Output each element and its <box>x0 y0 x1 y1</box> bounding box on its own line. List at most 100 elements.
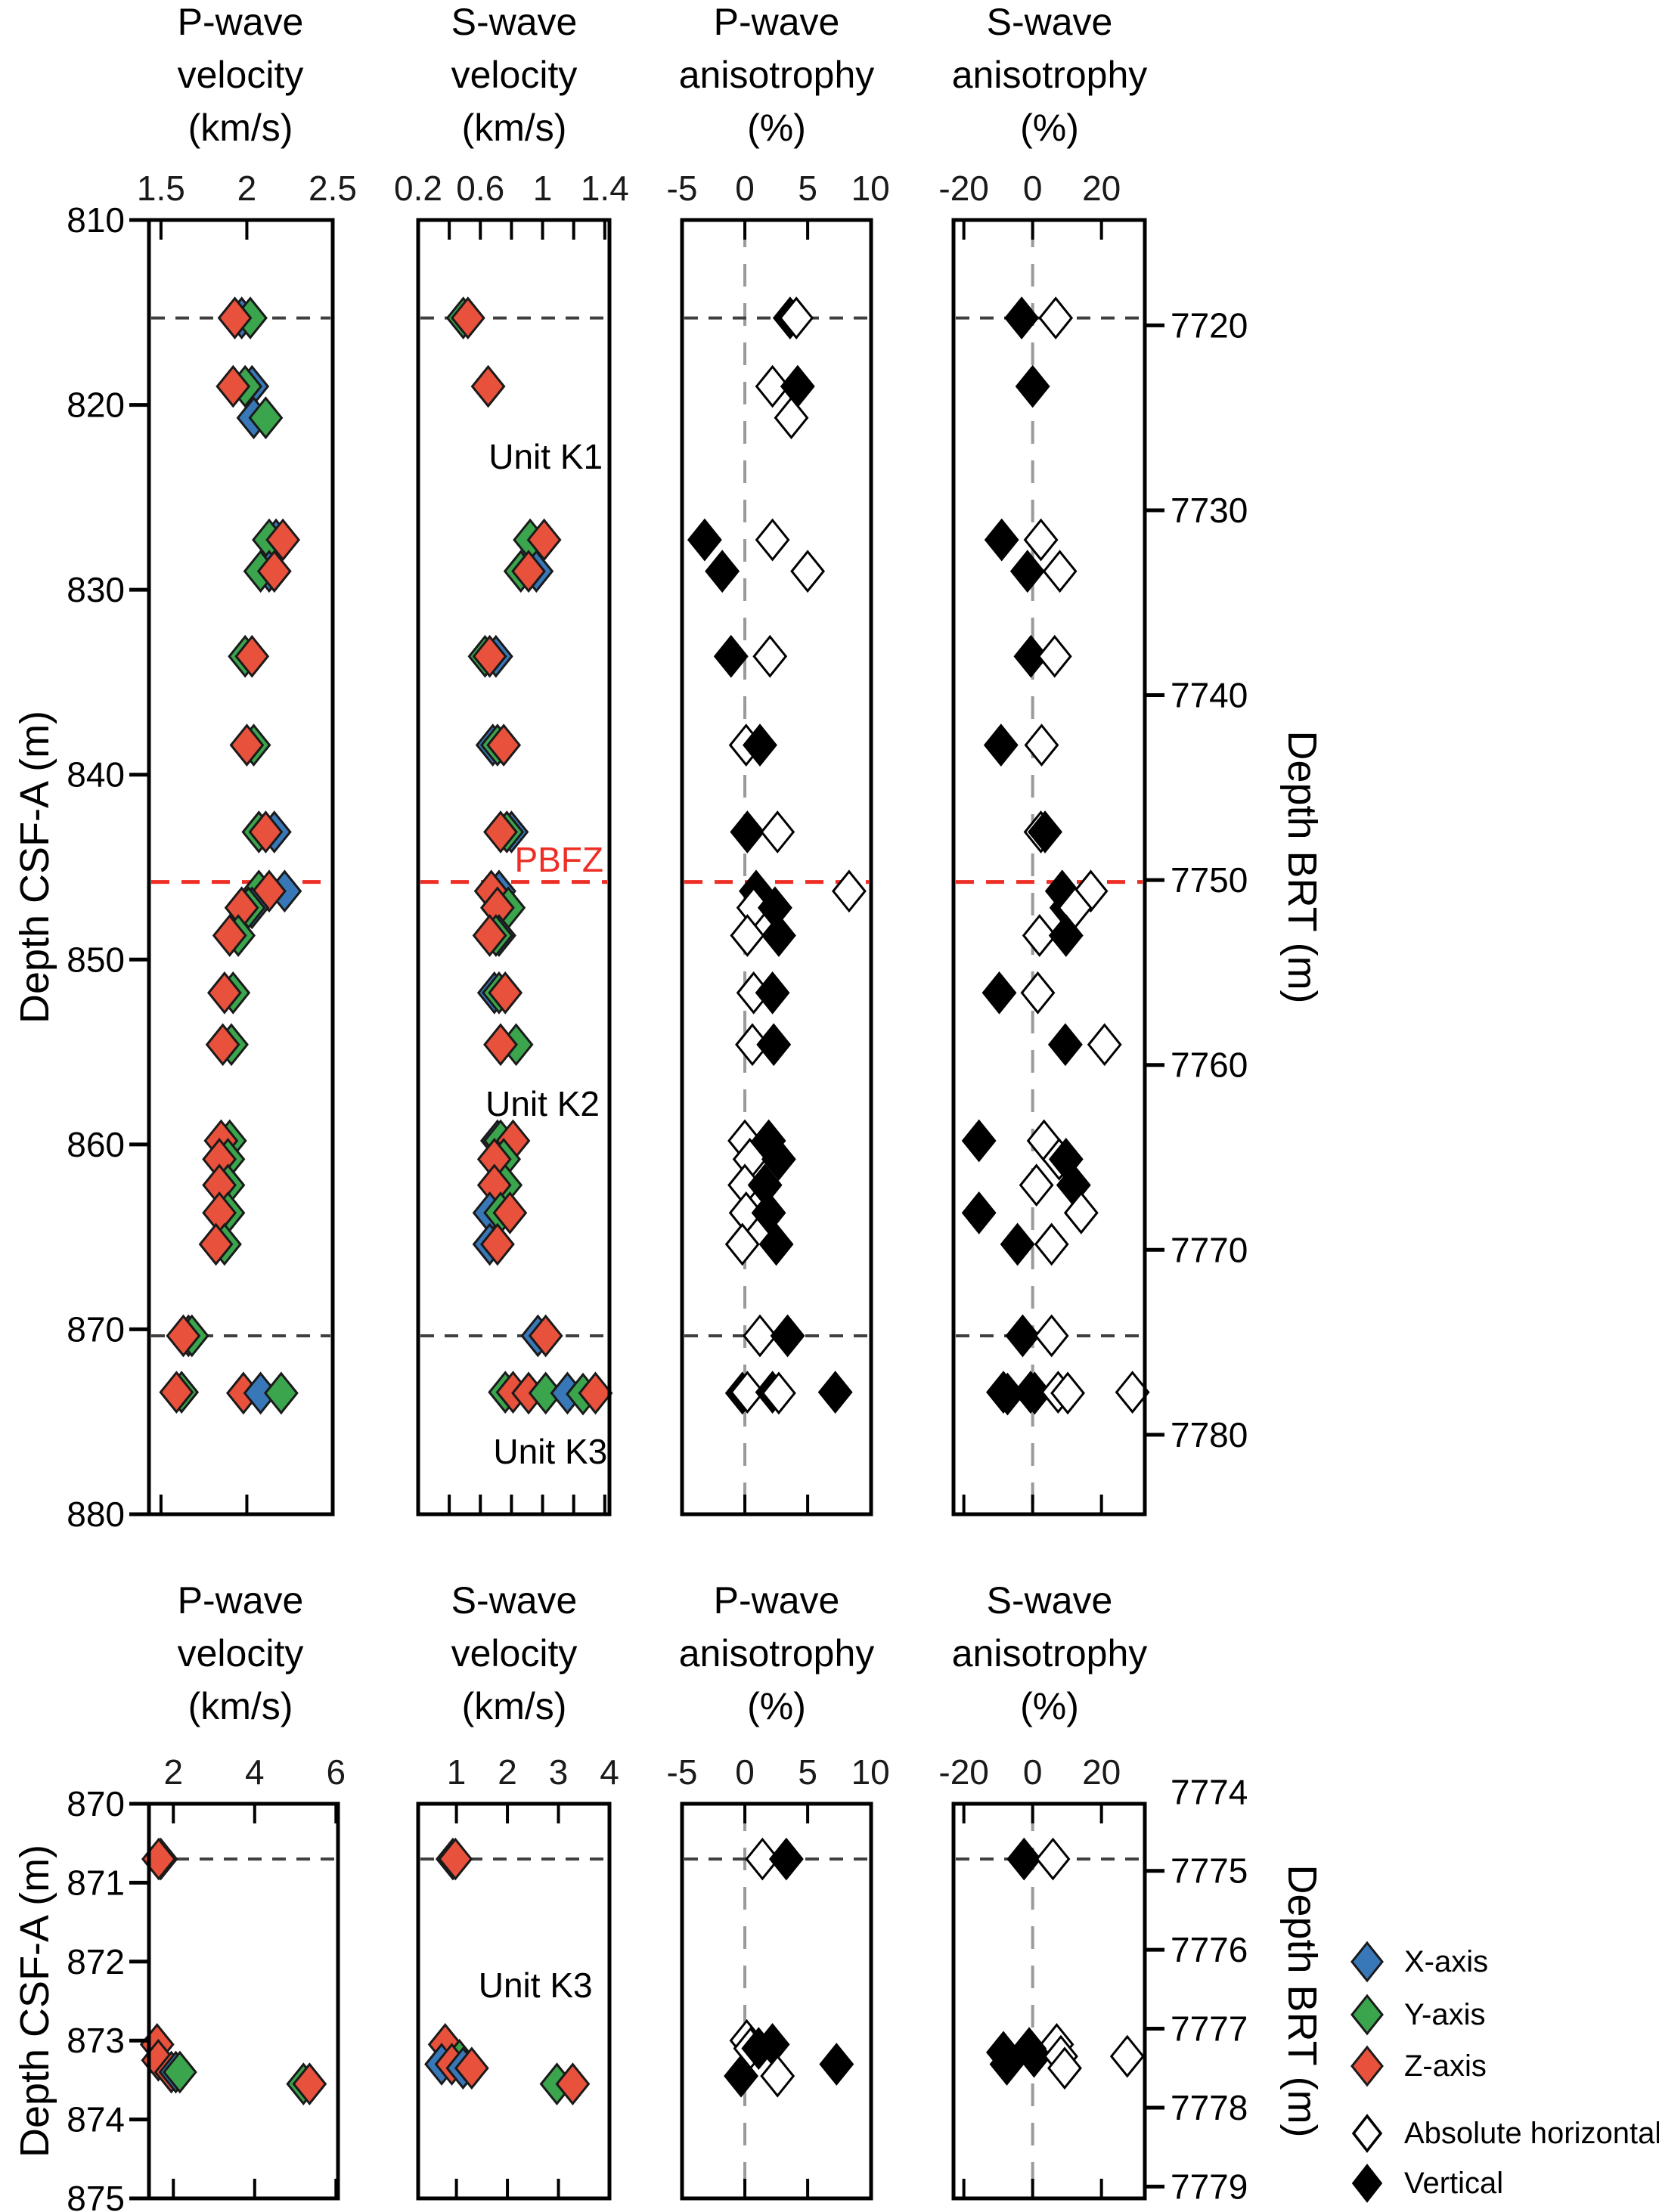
marker-Z <box>483 1023 518 1067</box>
marker-V <box>724 2054 758 2098</box>
marker-H <box>790 550 826 593</box>
marker-Y <box>263 1371 299 1415</box>
marker-V <box>984 518 1019 562</box>
marker-Z <box>511 550 546 593</box>
marker-H <box>1019 1163 1054 1207</box>
y-tick-label-left: 870 <box>67 1784 125 1823</box>
panel-bottom-0: 2 4 6 <box>139 1752 346 2201</box>
legend-label: Z-axis <box>1404 2049 1487 2083</box>
y-tick-label-left: 872 <box>67 1942 125 1981</box>
marker-Z <box>265 518 301 562</box>
panel-border <box>680 1802 873 2201</box>
marker-H <box>730 1371 765 1414</box>
marker-Z <box>229 723 265 767</box>
marker-V <box>1015 364 1050 408</box>
marker-H <box>1022 914 1057 957</box>
y-tick-label-left: 840 <box>67 755 125 795</box>
marker-Z <box>578 1371 613 1415</box>
marker-Z <box>166 1314 201 1358</box>
marker-H <box>730 914 765 957</box>
marker-H <box>743 1314 777 1358</box>
marker-Z <box>479 1222 515 1266</box>
marker-Z <box>292 2062 327 2106</box>
y-tick-label-right: 7780 <box>1171 1415 1248 1455</box>
x-tick-label: 10 <box>851 1752 890 1792</box>
marker-Z <box>217 296 253 340</box>
panel-border <box>416 1802 612 2201</box>
x-tick-label: 10 <box>851 169 890 208</box>
marker-V <box>981 971 1017 1015</box>
marker-V <box>756 1023 792 1067</box>
marker-Z <box>256 550 292 593</box>
x-tick-label: 0 <box>1023 1752 1043 1792</box>
legend-label: Y-axis <box>1404 1997 1486 2031</box>
marker-Y <box>248 396 284 440</box>
marker-V <box>713 634 749 678</box>
marker-Z <box>470 364 506 408</box>
title-bottom-p-velocity: P-wave velocity (km/s) <box>177 1579 304 1727</box>
y-tick-label-left: 871 <box>67 1863 125 1902</box>
y-tick-label-left: 873 <box>67 2021 125 2060</box>
annotation-unit-k3: Unit K3 <box>493 1432 607 1471</box>
marker-H <box>760 2054 795 2098</box>
marker-H <box>1042 550 1078 593</box>
x-tick-label: 20 <box>1082 1752 1121 1792</box>
x-tick-label: 2 <box>163 1752 183 1792</box>
panel-top-2: -5 0 5 10 <box>667 169 890 1516</box>
marker-Z <box>216 364 251 408</box>
legend-item-x-axis: X-axis <box>1350 1941 1488 1983</box>
marker-H <box>779 296 814 340</box>
marker-H <box>760 810 795 854</box>
marker-V <box>743 723 777 767</box>
x-tick-label: 3 <box>549 1752 569 1792</box>
panel-border <box>951 1802 1147 2201</box>
y-tick-label-left: 820 <box>67 386 125 425</box>
marker-H <box>1034 1222 1069 1266</box>
title-top-s-velocity: S-wave velocity (km/s) <box>451 1 578 149</box>
marker-V <box>817 1371 853 1414</box>
title-bottom-p-anisotropy: P-wave anisotrophy (%) <box>678 1579 875 1727</box>
panel-border <box>416 218 612 1516</box>
annotation-pbfz: PBFZ <box>514 840 603 879</box>
marker-V <box>780 364 815 408</box>
marker-V <box>755 971 790 1015</box>
y-tick-label-right: 7775 <box>1171 1851 1248 1891</box>
marker-Z <box>528 1314 563 1358</box>
filled-diamond-icon <box>1351 2164 1383 2203</box>
x-tick-label: 2.5 <box>309 169 357 208</box>
marker-H <box>1109 2034 1145 2078</box>
marker-Z <box>438 1837 473 1881</box>
marker-H <box>1024 723 1059 767</box>
marker-Z <box>483 810 518 854</box>
x-tick-label: 1.4 <box>581 169 629 208</box>
marker-Z <box>555 2062 591 2106</box>
x-tick-label: 0.2 <box>394 169 442 208</box>
marker-Z <box>450 296 485 340</box>
marker-V <box>1016 2034 1052 2078</box>
marker-H <box>1034 1314 1069 1358</box>
y-tick-label-left: 860 <box>67 1125 125 1164</box>
marker-V <box>730 810 765 854</box>
y-tick-label-left: 870 <box>67 1309 125 1349</box>
title-bottom-s-anisotropy: S-wave anisotrophy (%) <box>951 1579 1148 1727</box>
panel-border <box>680 218 873 1516</box>
panel-border <box>147 1802 340 2201</box>
y-tick-label-right: 7779 <box>1171 2167 1248 2206</box>
marker-V <box>1004 296 1040 340</box>
marker-H <box>752 634 788 678</box>
marker-Z <box>248 810 284 854</box>
z-axis-diamond-icon <box>1350 2045 1384 2087</box>
x-tick-label: 4 <box>245 1752 265 1792</box>
marker-Z <box>198 1222 234 1266</box>
marker-H <box>1023 518 1059 562</box>
y-tick-label-right: 7774 <box>1171 1772 1248 1811</box>
annotation-unit-k1: Unit K1 <box>488 437 603 476</box>
y-tick-label-left: 874 <box>67 2100 125 2139</box>
x-tick-label: 0.6 <box>456 169 504 208</box>
marker-H <box>745 1837 780 1881</box>
legend-item-absolute-horizontal: Absolute horizontal <box>1350 2112 1659 2155</box>
